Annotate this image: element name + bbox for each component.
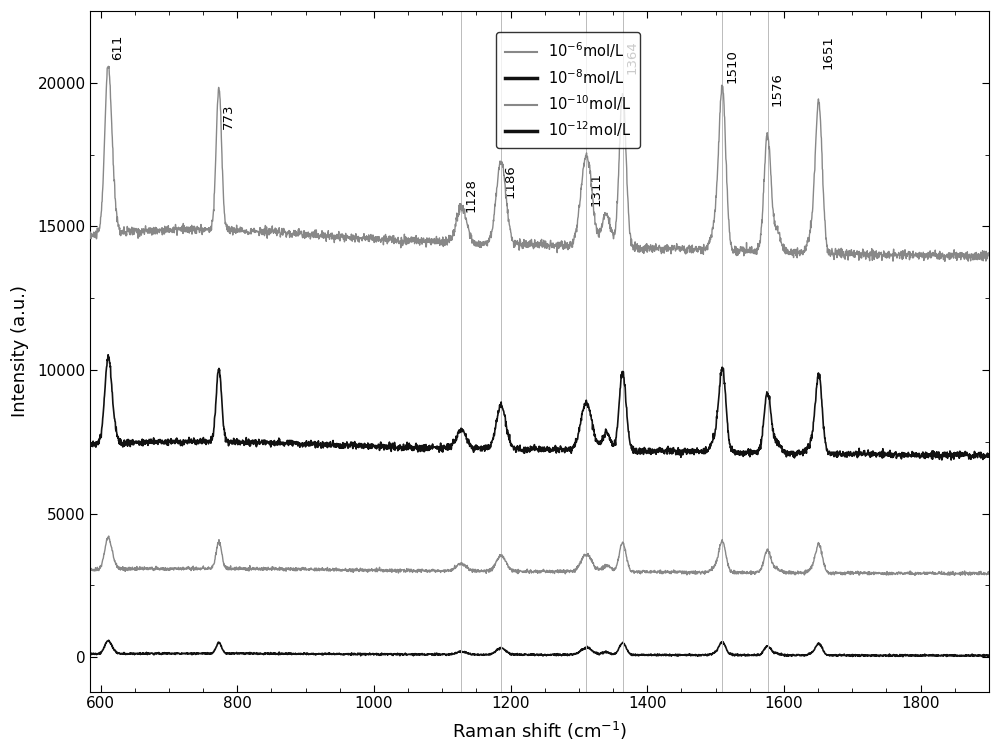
X-axis label: Raman shift (cm$^{-1}$): Raman shift (cm$^{-1}$): [452, 720, 627, 742]
Text: 1364: 1364: [625, 41, 638, 75]
Text: 1510: 1510: [725, 49, 738, 83]
Text: 773: 773: [222, 103, 235, 129]
Text: 1576: 1576: [770, 72, 783, 106]
Legend: $10^{-6}$mol/L, $10^{-8}$mol/L, $10^{-10}$mol/L, $10^{-12}$mol/L: $10^{-6}$mol/L, $10^{-8}$mol/L, $10^{-10…: [496, 32, 640, 148]
Text: 1651: 1651: [821, 35, 834, 69]
Text: 611: 611: [111, 35, 124, 60]
Y-axis label: Intensity (a.u.): Intensity (a.u.): [11, 285, 29, 417]
Text: 1311: 1311: [589, 172, 602, 206]
Text: 1186: 1186: [504, 164, 517, 198]
Text: 1128: 1128: [464, 178, 477, 212]
